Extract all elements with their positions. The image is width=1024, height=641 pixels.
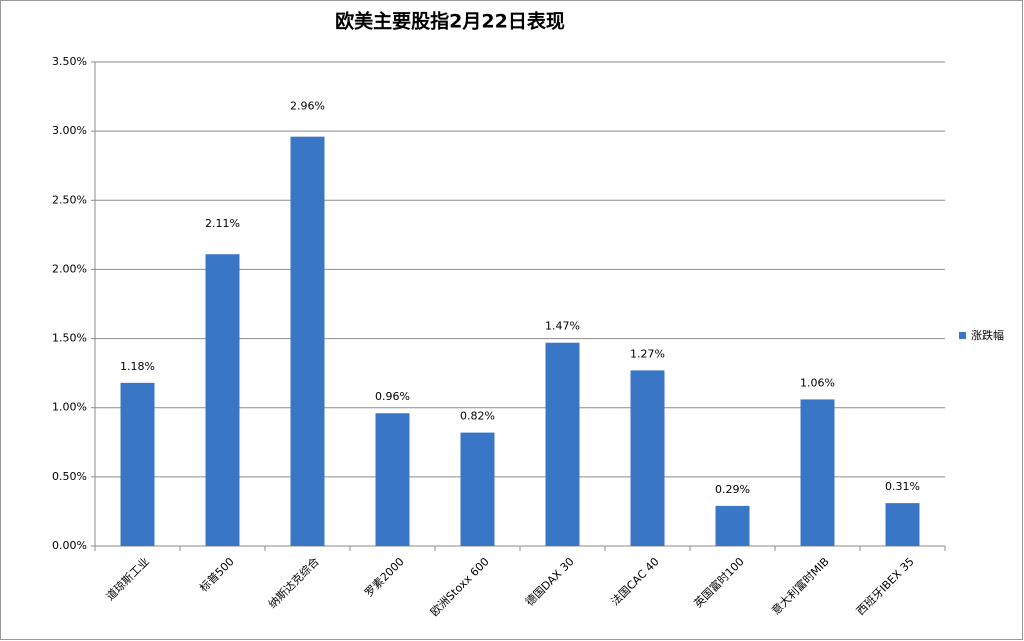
data-label: 1.18% <box>120 360 155 373</box>
y-tick-label: 3.50% <box>52 55 87 68</box>
y-tick-label: 0.50% <box>52 470 87 483</box>
data-label: 0.29% <box>715 483 750 496</box>
bar <box>715 505 750 546</box>
y-tick-label: 0.00% <box>52 539 87 552</box>
bar <box>205 254 240 546</box>
legend-swatch <box>959 332 966 339</box>
bar <box>545 342 580 546</box>
bar <box>375 413 410 546</box>
data-label: 0.82% <box>460 410 495 423</box>
bar <box>120 382 155 546</box>
data-label: 1.47% <box>545 320 580 333</box>
bar <box>630 370 665 546</box>
y-tick-label: 3.00% <box>52 124 87 137</box>
chart-title: 欧美主要股指2月22日表现 <box>335 10 565 33</box>
data-label: 0.96% <box>375 390 410 403</box>
data-label: 2.96% <box>290 100 325 113</box>
bar <box>885 503 920 546</box>
data-label: 1.06% <box>800 376 835 389</box>
data-label: 1.27% <box>630 347 665 360</box>
bar <box>460 432 495 546</box>
y-tick-label: 1.50% <box>52 332 87 345</box>
y-tick-label: 2.50% <box>52 193 87 206</box>
data-label: 2.11% <box>205 217 240 230</box>
data-label: 0.31% <box>885 480 920 493</box>
y-tick-label: 1.00% <box>52 401 87 414</box>
legend-label: 涨跌幅 <box>971 328 1004 342</box>
bar <box>800 399 835 546</box>
bar <box>290 136 325 546</box>
y-tick-label: 2.00% <box>52 262 87 275</box>
